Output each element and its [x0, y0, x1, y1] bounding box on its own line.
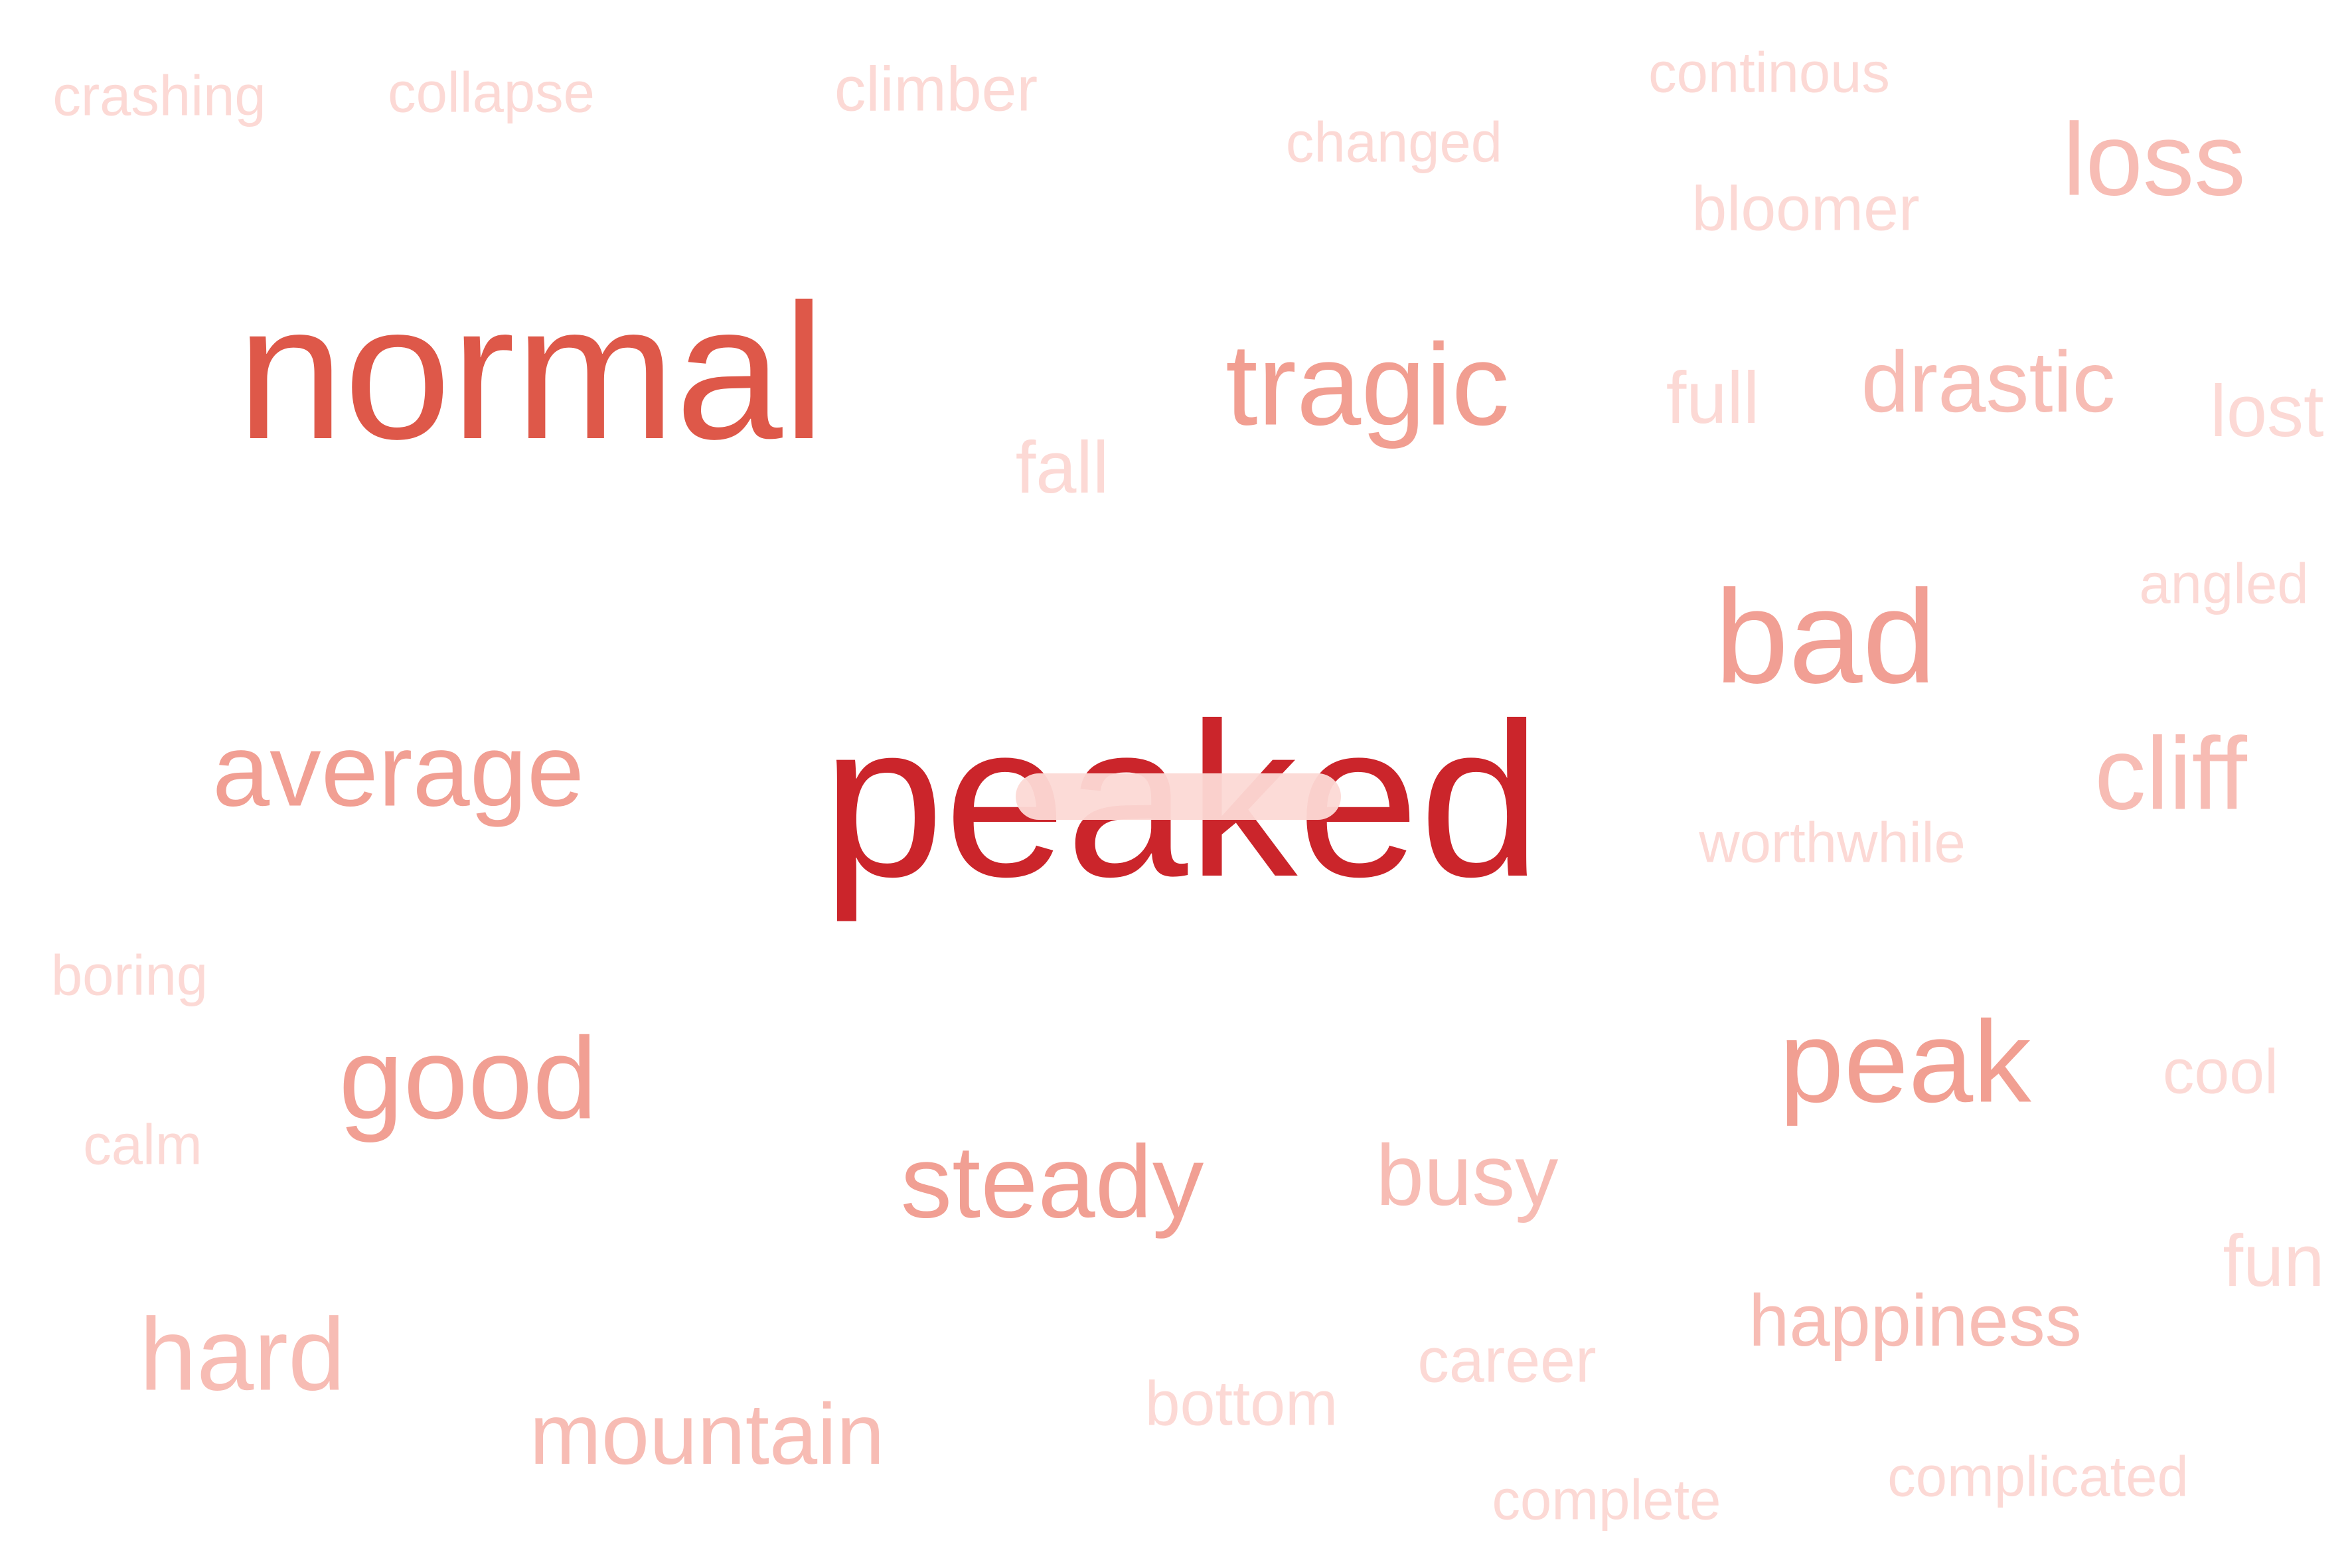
word-calm: calm	[83, 1113, 202, 1177]
word-average: average	[212, 712, 585, 828]
word-hard: hard	[139, 1296, 346, 1412]
word-changed: changed	[1285, 111, 1503, 175]
word-drastic: drastic	[1861, 333, 2116, 430]
word-complete: complete	[1492, 1468, 1721, 1532]
word-bottom: bottom	[1144, 1368, 1338, 1439]
word-peak: peak	[1779, 997, 2031, 1127]
word-loss: loss	[2063, 102, 2246, 217]
word-career: career	[1417, 1325, 1597, 1396]
word-complicated: complicated	[1887, 1445, 2189, 1509]
overlapping-small-words-smudge	[1016, 773, 1341, 820]
word-worthwhile: worthwhile	[1699, 811, 1966, 875]
word-fun: fun	[2223, 1220, 2325, 1302]
word-steady: steady	[900, 1124, 1204, 1239]
word-good: good	[339, 1014, 597, 1144]
word-lost: lost	[2210, 370, 2324, 452]
word-bad: bad	[1715, 563, 1936, 711]
word-tragic: tragic	[1225, 320, 1510, 450]
word-boring: boring	[50, 944, 208, 1008]
word-cliff: cliff	[2094, 716, 2247, 831]
word-bloomer: bloomer	[1691, 173, 1920, 244]
word-cool: cool	[2162, 1036, 2279, 1107]
word-busy: busy	[1375, 1127, 1559, 1223]
word-fall: fall	[1015, 427, 1109, 509]
word-collapse: collapse	[388, 61, 595, 125]
word-happiness: happiness	[1749, 1280, 2082, 1362]
word-crashing: crashing	[52, 64, 266, 128]
word-full: full	[1666, 357, 1760, 439]
word-mountain: mountain	[529, 1385, 885, 1482]
word-normal: normal	[236, 264, 826, 479]
word-angled: angled	[2139, 552, 2309, 616]
word-climber: climber	[834, 54, 1038, 125]
word-continous: continous	[1648, 41, 1890, 105]
